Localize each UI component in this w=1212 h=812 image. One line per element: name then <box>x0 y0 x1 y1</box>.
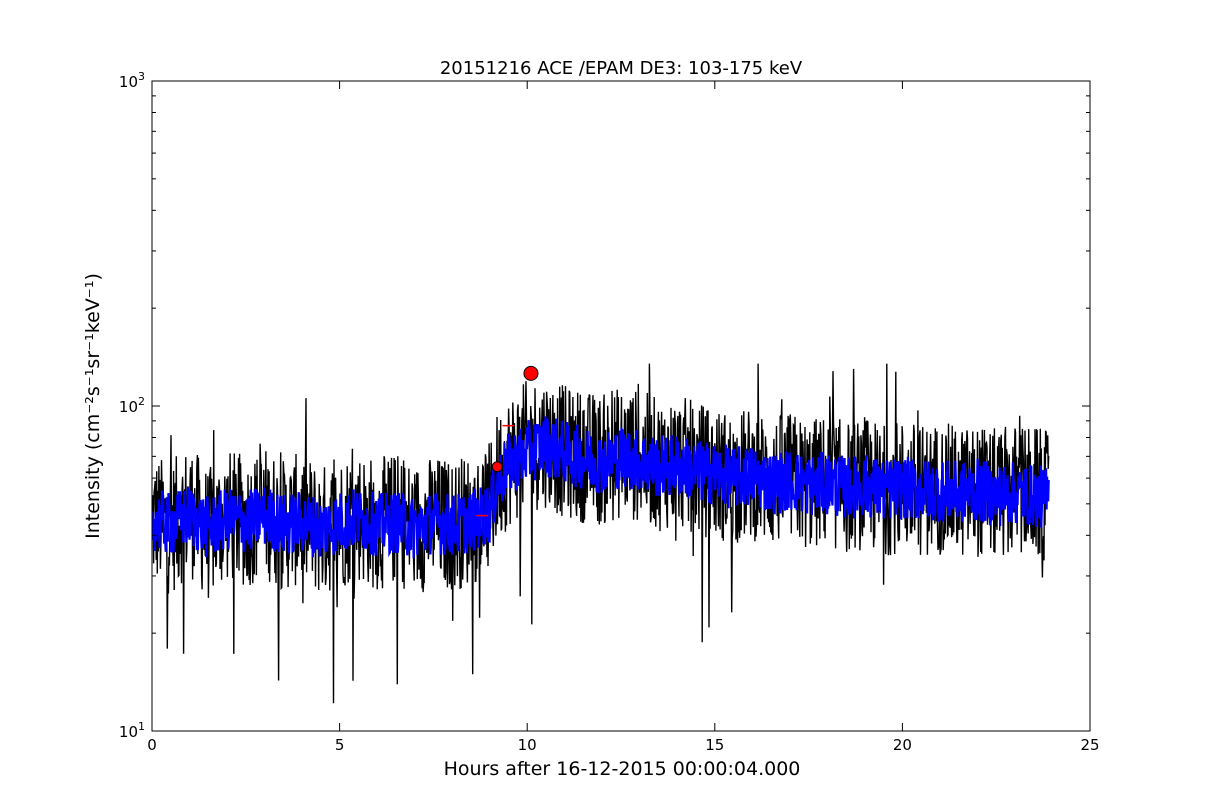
series-smoothed-intensity <box>152 416 1050 559</box>
x-tick-label: 25 <box>1080 736 1099 754</box>
y-axis: 101 102 103 <box>119 70 1090 741</box>
series-layer <box>152 363 1050 704</box>
chart-title: 20151216 ACE /EPAM DE3: 103-175 keV <box>440 58 803 79</box>
x-tick-label: 5 <box>335 736 345 754</box>
y-tick-label: 101 <box>119 720 145 741</box>
y-tick-label: 103 <box>119 70 145 91</box>
y-axis-label: Intensity (cm⁻²s⁻¹sr⁻¹keV⁻¹) <box>82 273 104 539</box>
x-tick-label: 20 <box>893 736 912 754</box>
marker-point <box>523 365 539 381</box>
x-axis-label: Hours after 16-12-2015 00:00:04.000 <box>444 758 801 780</box>
x-tick-label: 0 <box>147 736 157 754</box>
x-tick-label: 10 <box>518 736 537 754</box>
x-tick-label: 15 <box>705 736 724 754</box>
y-tick-label: 102 <box>119 395 145 416</box>
marker-point <box>491 461 503 473</box>
marker-layer <box>476 365 539 517</box>
x-axis: 0 5 10 15 20 25 <box>147 81 1100 754</box>
